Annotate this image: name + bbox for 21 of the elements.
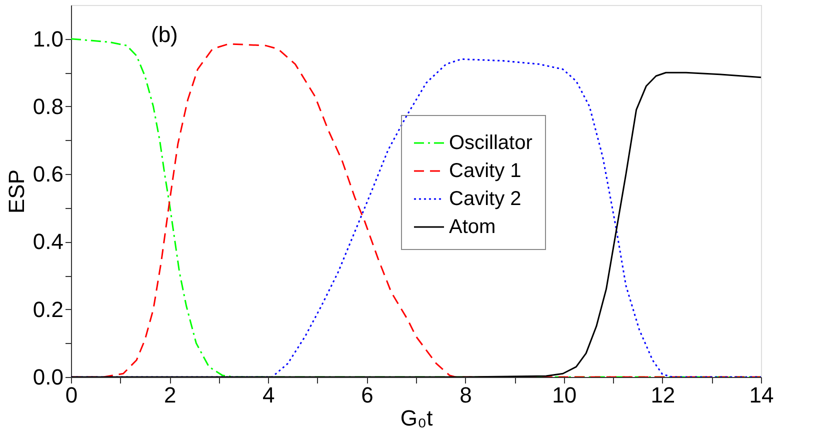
y-tick-label: 1.0 [32,26,64,52]
y-tick-label: 0.4 [32,229,64,254]
y-tick-label: 0.8 [32,94,64,119]
legend-label: Atom [449,216,496,238]
x-tick-label: 6 [361,382,374,408]
x-tick-label: 0 [65,382,78,408]
x-tick-label: 8 [460,382,472,408]
x-tick-label: 4 [262,382,275,408]
x-tick-label: 10 [552,382,577,408]
x-tick-label: 14 [749,382,774,408]
legend-label: Cavity 1 [449,160,522,182]
legend-label: Oscillator [449,132,533,154]
legend-label: Cavity 2 [449,188,522,210]
y-tick-label: 0.6 [32,162,64,187]
y-tick-label: 0.2 [32,296,64,322]
x-tick-label: 12 [650,382,676,408]
y-tick-label: 0.0 [32,364,64,390]
annotation: (b) [151,22,178,47]
y-axis-title: ESP [4,169,29,214]
x-tick-label: 2 [164,382,176,408]
x-axis-title: G₀t [400,406,433,430]
